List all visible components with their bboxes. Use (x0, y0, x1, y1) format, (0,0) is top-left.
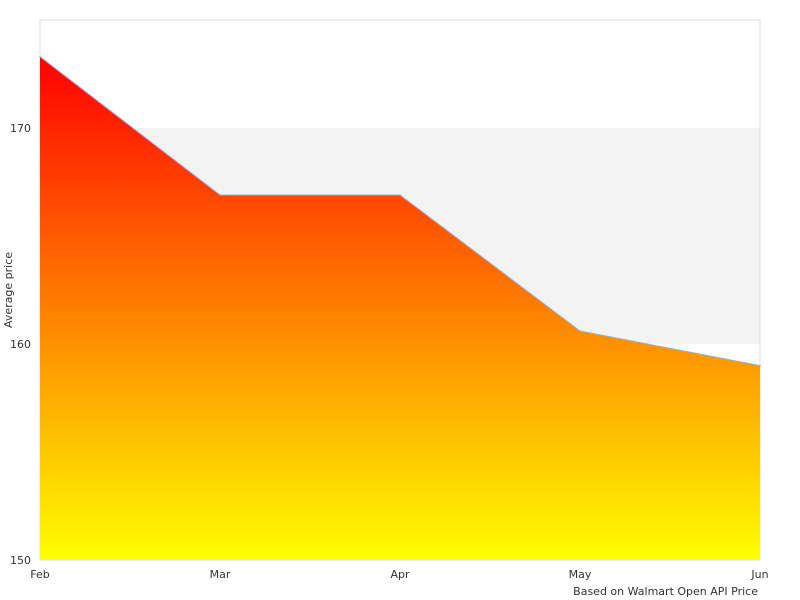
data-point-apr[interactable] (399, 194, 401, 196)
data-point-may[interactable] (579, 330, 581, 332)
data-point-jun[interactable] (759, 364, 761, 367)
y-tick-label: 160 (10, 338, 31, 351)
chart-credit[interactable]: Based on Walmart Open API Price (573, 585, 758, 598)
y-axis-ticks: 150 160 170 (10, 122, 31, 567)
area-series (40, 56, 760, 560)
x-tick-label: Feb (30, 568, 49, 581)
x-tick-label: Apr (390, 568, 410, 581)
data-point-feb[interactable] (39, 55, 41, 58)
x-tick-label: May (569, 568, 592, 581)
x-tick-label: Mar (210, 568, 231, 581)
x-tick-label: Jun (750, 568, 768, 581)
data-points (39, 55, 761, 367)
x-axis-ticks: Feb Mar Apr May Jun (30, 568, 768, 581)
y-tick-label: 150 (10, 554, 31, 567)
y-tick-label: 170 (10, 122, 31, 135)
y-axis-title: Average price (2, 252, 15, 328)
data-point-mar[interactable] (219, 194, 221, 196)
